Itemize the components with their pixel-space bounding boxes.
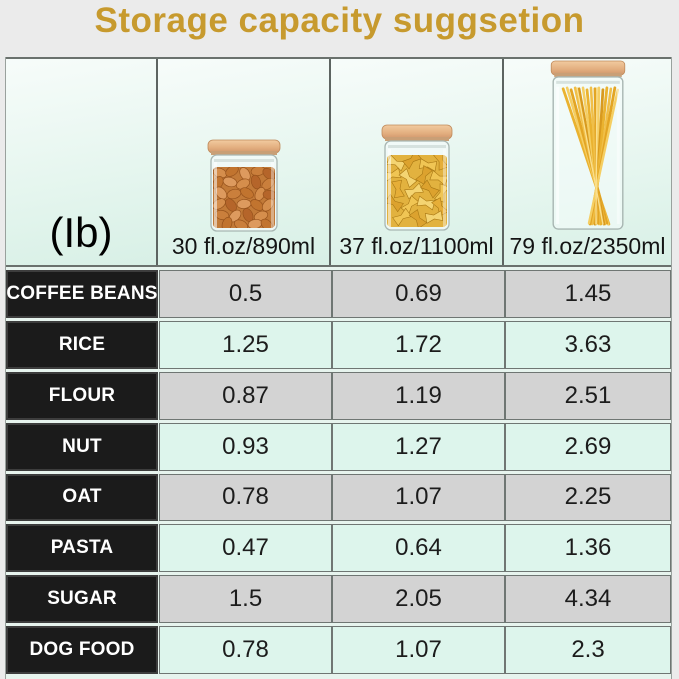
row-label: PASTA xyxy=(6,524,158,573)
value-cell: 1.45 xyxy=(505,270,671,318)
table-row-coffee-beans: COFFEE BEANS 0.5 0.69 1.45 xyxy=(6,270,671,318)
spaghetti-jar-icon xyxy=(550,60,625,230)
table-row-rice: RICE 1.25 1.72 3.63 xyxy=(6,320,671,369)
farfalle-jar-icon xyxy=(381,124,452,231)
value-cell: 1.25 xyxy=(159,320,332,369)
value-cell: 3.63 xyxy=(505,320,671,369)
row-label: SUGAR xyxy=(6,575,158,624)
unit-label: (Ib) xyxy=(49,209,113,256)
value-cell: 0.64 xyxy=(332,524,505,573)
table-row-dog-food: DOG FOOD 0.78 1.07 2.3 xyxy=(6,626,671,674)
value-cell: 2.25 xyxy=(505,473,671,522)
row-label: RICE xyxy=(6,320,158,369)
value-cell: 1.27 xyxy=(332,422,505,471)
value-cell: 4.34 xyxy=(505,575,671,624)
table-row-flour: FLOUR 0.87 1.19 2.51 xyxy=(6,371,671,420)
unit-header-cell: (Ib) xyxy=(6,59,158,265)
value-cell: 1.07 xyxy=(332,626,505,674)
value-cell: 2.05 xyxy=(332,575,505,624)
almond-jar-icon xyxy=(207,139,280,232)
capacity-label: 37 fl.oz/1100ml xyxy=(339,233,494,259)
page-title: Storage capacity suggsetion xyxy=(94,1,585,40)
value-cell: 2.3 xyxy=(505,626,671,674)
row-label: FLOUR xyxy=(6,371,158,420)
capacity-label: 30 fl.oz/890ml xyxy=(171,233,316,259)
jar-column-header-large: 79 fl.oz/2350ml xyxy=(504,59,671,265)
value-cell: 0.5 xyxy=(159,270,332,318)
value-cell: 0.69 xyxy=(332,270,505,318)
value-cell: 2.51 xyxy=(505,371,671,420)
value-cell: 2.69 xyxy=(505,422,671,471)
value-cell: 0.78 xyxy=(159,626,332,674)
table-row-sugar: SUGAR 1.5 2.05 4.34 xyxy=(6,575,671,624)
table-row-pasta: PASTA 0.47 0.64 1.36 xyxy=(6,524,671,573)
value-cell: 1.5 xyxy=(159,575,332,624)
value-cell: 1.36 xyxy=(505,524,671,573)
value-cell: 0.87 xyxy=(159,371,332,420)
table-row-nut: NUT 0.93 1.27 2.69 xyxy=(6,422,671,471)
value-cell: 1.72 xyxy=(332,320,505,369)
value-cell: 0.47 xyxy=(159,524,332,573)
table-header-row: (Ib) xyxy=(6,57,671,267)
jar-column-header-small: 30 fl.oz/890ml xyxy=(158,59,331,265)
capacity-table: (Ib) xyxy=(5,57,672,679)
value-cell: 0.93 xyxy=(159,422,332,471)
jar-column-header-medium: 37 fl.oz/1100ml xyxy=(331,59,504,265)
value-cell: 1.19 xyxy=(332,371,505,420)
table-body: COFFEE BEANS 0.5 0.69 1.45 RICE 1.25 1.72 3.63 F… xyxy=(6,267,671,679)
row-label: OAT xyxy=(6,473,158,522)
value-cell: 1.07 xyxy=(332,473,505,522)
table-row-oat: OAT 0.78 1.07 2.25 xyxy=(6,473,671,522)
value-cell: 0.78 xyxy=(159,473,332,522)
row-label: DOG FOOD xyxy=(6,626,158,674)
row-label: NUT xyxy=(6,422,158,471)
row-label: COFFEE BEANS xyxy=(6,270,158,318)
capacity-label: 79 fl.oz/2350ml xyxy=(509,233,666,259)
